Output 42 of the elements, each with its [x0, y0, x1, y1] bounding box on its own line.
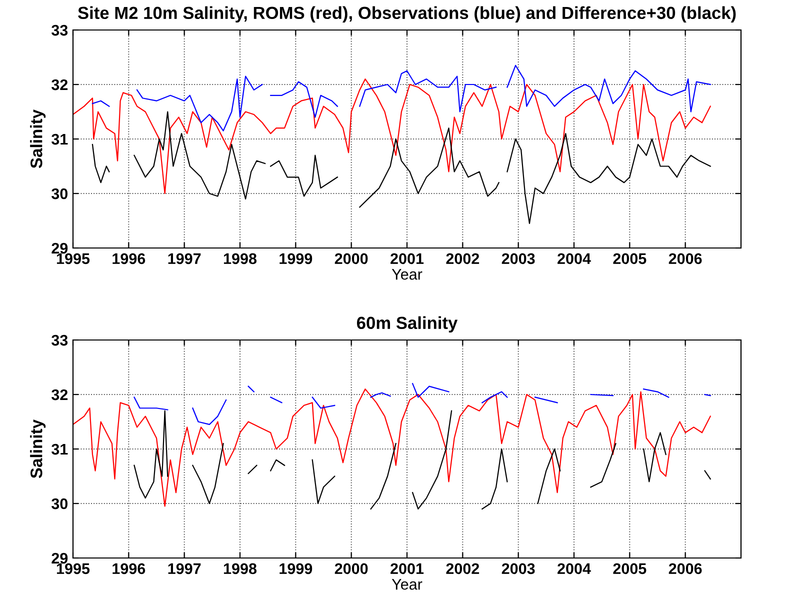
x-axis-title: Year [392, 579, 422, 590]
x-tick-label: 2004 [558, 563, 591, 574]
x-tick-label: 2001 [390, 563, 424, 574]
x-tick-label: 1998 [224, 563, 257, 574]
y-tick-label: 33 [52, 334, 68, 346]
x-axis-title: Year [392, 269, 422, 280]
y-tick-label: 30 [52, 188, 68, 200]
y-tick-label: 33 [52, 24, 68, 36]
x-tick-label: 2003 [502, 253, 535, 264]
x-tick-label: 1995 [56, 563, 90, 574]
y-axis-title: Salinity [30, 419, 46, 478]
x-tick-label: 1996 [112, 253, 146, 264]
x-tick-label: 2001 [390, 253, 424, 264]
chart-title: Site M2 10m Salinity, ROMS (red), Observations (blue) and Difference+30 (black) [78, 6, 736, 22]
y-tick-label: 31 [52, 444, 68, 455]
y-tick-label: 30 [52, 498, 68, 510]
x-tick-label: 2005 [613, 563, 646, 574]
line-series [73, 78, 711, 194]
x-tick-label: 2000 [334, 253, 368, 264]
x-tick-label: 1995 [56, 253, 90, 264]
x-tick-label: 1999 [280, 563, 312, 574]
y-tick-label: 29 [52, 552, 68, 564]
y-tick-label: 31 [52, 134, 68, 145]
y-tick-label: 32 [52, 389, 68, 400]
x-tick-label: 1997 [168, 563, 201, 574]
x-tick-label: 2006 [668, 253, 702, 264]
x-tick-label: 2006 [668, 563, 702, 574]
x-tick-label: 2005 [613, 253, 646, 264]
x-tick-label: 1997 [168, 253, 201, 264]
x-tick-label: 1998 [224, 253, 257, 264]
x-tick-label: 2000 [334, 563, 368, 574]
x-tick-label: 2004 [558, 253, 591, 264]
x-tick-label: 2002 [446, 563, 480, 574]
x-tick-label: 2002 [446, 253, 480, 264]
y-tick-label: 29 [52, 242, 68, 254]
x-tick-label: 1996 [112, 563, 146, 574]
y-tick-label: 32 [52, 79, 68, 90]
y-axis-title: Salinity [30, 109, 46, 168]
line-series [73, 388, 711, 507]
x-tick-label: 2003 [502, 563, 535, 574]
chart-title: 60m Salinity [356, 316, 458, 332]
x-tick-label: 1999 [280, 253, 312, 264]
